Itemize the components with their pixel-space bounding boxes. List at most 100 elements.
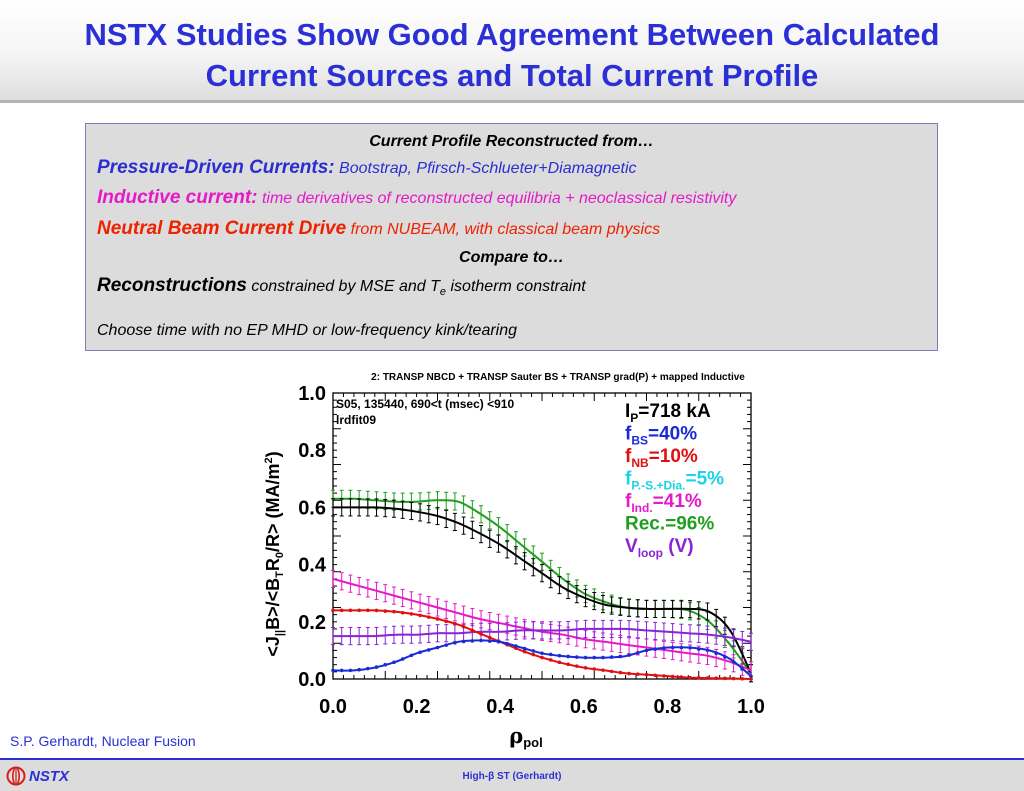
data-point-4 bbox=[435, 617, 440, 621]
data-point-5 bbox=[653, 647, 658, 652]
data-point-5 bbox=[583, 655, 588, 660]
info-heading: Current Profile Reconstructed from… bbox=[369, 133, 654, 150]
data-point-5 bbox=[592, 655, 597, 660]
y-label-e: ) bbox=[263, 451, 283, 457]
y-label-c: R bbox=[263, 558, 283, 571]
data-point-4 bbox=[409, 612, 414, 616]
y-label-b: B>/<B bbox=[263, 578, 283, 630]
data-point-5 bbox=[696, 647, 701, 651]
data-point-4 bbox=[609, 669, 614, 674]
data-point-4 bbox=[366, 608, 370, 613]
data-point-4 bbox=[383, 609, 388, 613]
nstx-logo-text: NSTX bbox=[29, 768, 70, 785]
data-point-5 bbox=[339, 668, 344, 673]
legend-item-0: IP=718 kA bbox=[625, 401, 711, 425]
data-point-4 bbox=[479, 632, 483, 636]
legend-item-2: fNB=10% bbox=[625, 446, 698, 470]
data-point-5 bbox=[514, 644, 518, 648]
data-point-5 bbox=[531, 649, 536, 653]
data-point-5 bbox=[731, 660, 736, 664]
data-point-4 bbox=[688, 675, 692, 680]
data-point-5 bbox=[374, 665, 379, 669]
data-point-4 bbox=[426, 615, 431, 619]
data-point-5 bbox=[479, 638, 483, 643]
data-point-5 bbox=[618, 654, 623, 659]
recon-detail-a: constrained by MSE and T bbox=[251, 278, 440, 295]
chart-svg: 2: TRANSP NBCD + TRANSP Sauter BS + TRAN… bbox=[263, 372, 765, 750]
y-label-d: /R> (MA/m bbox=[263, 464, 283, 553]
legend-rest: =718 kA bbox=[638, 401, 711, 422]
data-point-5 bbox=[331, 668, 335, 673]
data-point-5 bbox=[601, 655, 605, 660]
current-profile-chart: 2: TRANSP NBCD + TRANSP Sauter BS + TRAN… bbox=[250, 366, 770, 750]
data-point-5 bbox=[609, 655, 614, 659]
data-point-5 bbox=[705, 648, 710, 652]
pressure-label: Pressure-Driven Currents: bbox=[97, 157, 335, 178]
data-point-5 bbox=[522, 646, 527, 651]
footer-rule bbox=[0, 758, 1024, 760]
chart-info-line-2: lrdfit09 bbox=[336, 413, 376, 427]
data-point-4 bbox=[627, 671, 631, 676]
chart-legend: IP=718 kAfBS=40%fNB=10%fP.-S.+Dia.=5%fIn… bbox=[625, 401, 724, 560]
data-point-4 bbox=[566, 662, 570, 667]
y-label-sub3: 0 bbox=[274, 552, 286, 558]
x-tick-label: 0.2 bbox=[403, 696, 431, 718]
data-point-4 bbox=[618, 670, 623, 675]
inductive-label: Inductive current: bbox=[97, 187, 258, 208]
chart-info-line-1: S05, 135440, 690<t (msec) <910 bbox=[336, 397, 514, 411]
data-point-5 bbox=[470, 639, 475, 643]
data-point-5 bbox=[357, 667, 361, 672]
legend-main: V bbox=[625, 536, 638, 557]
data-point-5 bbox=[644, 648, 649, 653]
data-point-4 bbox=[374, 608, 379, 613]
legend-sub: Ind. bbox=[631, 501, 652, 515]
data-point-4 bbox=[461, 625, 466, 629]
footer-center-a: High- bbox=[462, 771, 489, 782]
data-point-4 bbox=[487, 635, 492, 640]
data-point-4 bbox=[357, 608, 361, 613]
legend-item-3: fP.-S.+Dia.=5% bbox=[625, 469, 724, 493]
data-point-4 bbox=[653, 673, 658, 678]
data-point-4 bbox=[583, 665, 588, 670]
nb-detail: from NUBEAM, with classical beam physics bbox=[350, 221, 661, 238]
legend-rest: =5% bbox=[685, 469, 724, 490]
footer-beta: β bbox=[488, 771, 495, 782]
data-point-4 bbox=[662, 674, 666, 678]
data-point-4 bbox=[723, 676, 727, 681]
legend-main: f bbox=[625, 469, 632, 490]
data-point-5 bbox=[749, 674, 753, 678]
data-point-5 bbox=[383, 662, 388, 667]
legend-main: f bbox=[625, 491, 632, 512]
nb-label: Neutral Beam Current Drive bbox=[97, 218, 347, 239]
x-tick-label: 0.6 bbox=[570, 696, 598, 718]
y-tick-label: 0.8 bbox=[298, 440, 326, 462]
x-tick-label: 0.4 bbox=[486, 696, 515, 718]
y-axis-label: <J||B>/<BTR0/R> (MA/m2) bbox=[263, 451, 286, 656]
legend-item-4: fInd.=41% bbox=[625, 491, 702, 515]
data-point-4 bbox=[557, 660, 562, 665]
data-point-4 bbox=[714, 676, 718, 681]
plot-area: 0.0 0.2 0.4 0.6 0.8 1.0 0.0 0.2 0.4 0.6 0.8 1.0 bbox=[298, 383, 765, 718]
data-point-5 bbox=[426, 648, 431, 652]
data-point-5 bbox=[505, 641, 509, 646]
data-point-5 bbox=[662, 646, 666, 650]
data-point-4 bbox=[644, 672, 649, 677]
data-point-5 bbox=[348, 668, 353, 673]
data-point-5 bbox=[635, 650, 640, 655]
legend-sub: loop bbox=[638, 546, 663, 560]
data-point-5 bbox=[453, 640, 457, 645]
data-point-5 bbox=[548, 652, 553, 657]
x-tick-label: 0.8 bbox=[653, 696, 681, 718]
title-line-2: Current Sources and Total Current Profil… bbox=[205, 58, 819, 93]
data-point-5 bbox=[540, 651, 544, 656]
legend-main: I bbox=[625, 401, 630, 422]
data-point-4 bbox=[444, 619, 449, 624]
data-point-4 bbox=[749, 677, 753, 681]
x-tick-label: 0.0 bbox=[319, 696, 347, 718]
data-point-5 bbox=[366, 666, 370, 671]
data-point-4 bbox=[400, 610, 405, 615]
data-point-5 bbox=[679, 645, 684, 650]
legend-rest: =41% bbox=[653, 491, 702, 512]
choose-line: Choose time with no EP MHD or low-freque… bbox=[97, 322, 518, 339]
data-point-4 bbox=[731, 676, 736, 681]
